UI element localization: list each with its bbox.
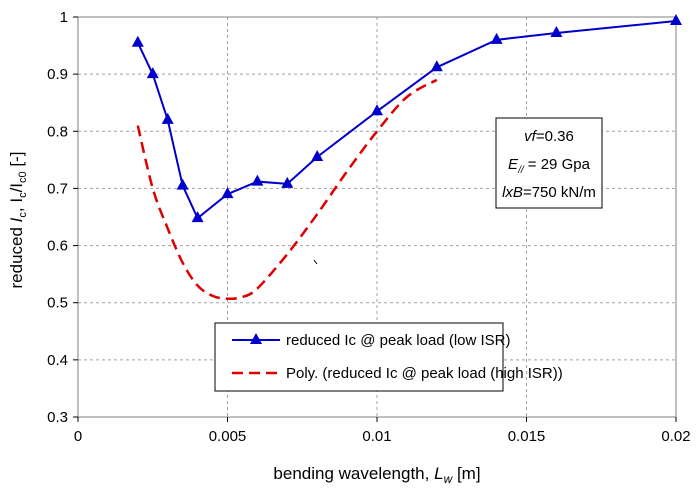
series-low-isr-point [550,26,563,37]
y-tick-label: 0.6 [47,238,68,255]
series-low-isr-point [430,60,443,72]
legend-label-low-isr: reduced Ic @ peak load (low ISR) [286,332,511,349]
y-tick-label: 0.9 [47,66,68,83]
series-low-isr-line [136,20,677,220]
x-tick-label: 0.02 [661,428,690,445]
x-axis-ticks: 0 0.005 0.01 0.015 0.02 [74,417,691,445]
y-tick-label: 0.3 [47,409,68,426]
y-axis-ticks: 0.3 0.4 0.5 0.6 0.7 0.8 0.9 1 [47,9,78,426]
series-low-isr-point [191,211,204,223]
legend-marker-triangle [250,333,262,344]
info-line-3: lxB=750 kN/m [502,184,596,201]
x-tick-label: 0.01 [362,428,391,445]
x-tick-label: 0.005 [209,428,247,445]
legend-label-high-isr: Poly. (reduced Ic @ peak load (high ISR)… [286,365,563,382]
stray-mark [313,259,318,265]
series-low-isr-point [670,14,682,25]
info-box: vf=0.36 E// = 29 Gpa lxB=750 kN/m [495,117,603,209]
series-low-isr-point [490,32,503,44]
y-tick-label: 1 [60,9,68,26]
x-axis-title: bending wavelength, Lw [m] [273,464,480,486]
series-low-isr-point [176,178,189,190]
series-low-isr-point [161,112,174,124]
series-low-isr-point [131,35,144,47]
series-low-isr-point [371,104,383,116]
y-tick-label: 0.5 [47,295,68,312]
series-low-isr-point [281,176,294,188]
x-tick-label: 0.015 [508,428,546,445]
info-line-2: E// = 29 Gpa [508,156,591,176]
series-low-isr-point [311,150,324,161]
y-tick-label: 0.8 [47,123,68,140]
y-tick-label: 0.7 [47,180,68,197]
y-tick-label: 0.4 [47,352,68,369]
series-low-isr-point [146,67,159,79]
series-low-isr-point [251,174,264,186]
y-axis-title: reduced Ic, Ic/Ic0 [-] [7,152,29,289]
info-line-1: vf=0.36 [524,128,574,145]
series-layer [131,14,682,301]
series-low-isr-point [221,187,234,199]
legend: reduced Ic @ peak load (low ISR) Poly. (… [214,322,563,392]
x-tick-label: 0 [74,428,82,445]
